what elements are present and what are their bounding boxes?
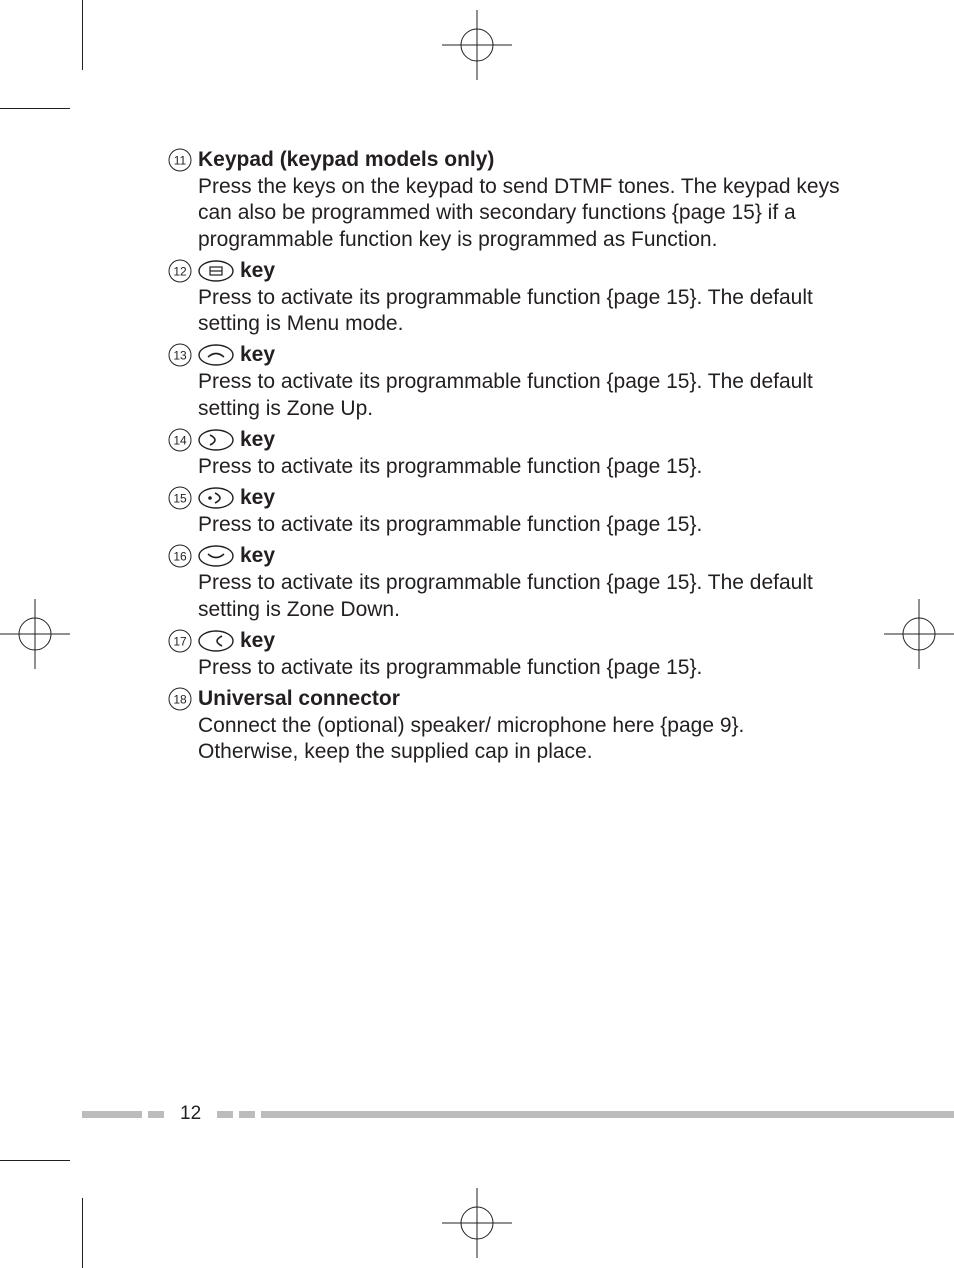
circled-number-icon: 13 <box>168 343 192 367</box>
item-title: key <box>240 486 275 510</box>
svg-text:17: 17 <box>173 634 187 648</box>
right-key-icon <box>198 429 234 451</box>
item-head: 18 Universal connector <box>168 687 848 711</box>
item-head: 17 key <box>168 629 848 653</box>
circled-number-icon: 17 <box>168 629 192 653</box>
content-area: 11 Keypad (keypad models only) Press the… <box>168 148 848 772</box>
list-item: 12 key Press to activate its programmabl… <box>168 259 848 338</box>
circled-number-icon: 14 <box>168 428 192 452</box>
svg-text:15: 15 <box>173 492 187 506</box>
list-item: 15 key Press to activate its programmabl… <box>168 486 848 538</box>
registration-mark-icon <box>442 10 512 80</box>
left-key-icon <box>198 630 234 652</box>
item-title: key <box>240 629 275 653</box>
list-item: 16 key Press to activate its programmabl… <box>168 544 848 623</box>
footer-bar <box>82 1111 142 1118</box>
registration-mark-icon <box>884 599 954 669</box>
item-body: Press to activate its programmable funct… <box>198 655 848 681</box>
item-title: key <box>240 544 275 568</box>
registration-mark-icon <box>0 599 70 669</box>
circled-number-icon: 12 <box>168 259 192 283</box>
svg-text:16: 16 <box>173 550 187 564</box>
item-title: key <box>240 428 275 452</box>
item-title: Keypad (keypad models only) <box>198 148 494 172</box>
footer-bar <box>148 1111 164 1118</box>
circled-number-icon: 16 <box>168 544 192 568</box>
svg-text:12: 12 <box>173 264 187 278</box>
svg-text:11: 11 <box>174 154 187 168</box>
list-item: 14 key Press to activate its programmabl… <box>168 428 848 480</box>
item-head: 11 Keypad (keypad models only) <box>168 148 848 172</box>
svg-text:14: 14 <box>173 433 187 447</box>
footer-bar <box>239 1111 255 1118</box>
item-body: Connect the (optional) speaker/ micropho… <box>198 713 848 766</box>
item-body: Press to activate its programmable funct… <box>198 369 848 422</box>
item-head: 12 key <box>168 259 848 283</box>
item-body: Press to activate its programmable funct… <box>198 454 848 480</box>
list-item: 17 key Press to activate its programmabl… <box>168 629 848 681</box>
crop-mark <box>82 0 83 70</box>
item-head: 16 key <box>168 544 848 568</box>
registration-mark-icon <box>442 1188 512 1258</box>
footer-bar <box>217 1111 233 1118</box>
right-dot-key-icon <box>198 487 234 509</box>
list-item: 18 Universal connector Connect the (opti… <box>168 687 848 766</box>
item-title: key <box>240 259 275 283</box>
down-key-icon <box>198 545 234 567</box>
list-item: 11 Keypad (keypad models only) Press the… <box>168 148 848 253</box>
item-title: key <box>240 343 275 367</box>
item-head: 14 key <box>168 428 848 452</box>
circled-number-icon: 18 <box>168 687 192 711</box>
svg-text:18: 18 <box>173 693 187 707</box>
svg-text:13: 13 <box>173 349 187 363</box>
list-item: 13 key Press to activate its programmabl… <box>168 343 848 422</box>
menu-key-icon <box>198 260 234 282</box>
crop-mark <box>0 108 70 109</box>
item-title: Universal connector <box>198 687 400 711</box>
item-head: 15 key <box>168 486 848 510</box>
circled-number-icon: 15 <box>168 486 192 510</box>
circled-number-icon: 11 <box>168 148 192 172</box>
page-number: 12 <box>180 1103 201 1125</box>
item-body: Press to activate its programmable funct… <box>198 285 848 338</box>
item-body: Press the keys on the keypad to send DTM… <box>198 174 848 253</box>
page-footer: 12 <box>0 1103 954 1125</box>
item-body: Press to activate its programmable funct… <box>198 512 848 538</box>
item-head: 13 key <box>168 343 848 367</box>
crop-mark <box>0 1160 70 1161</box>
footer-bar <box>261 1111 954 1118</box>
item-body: Press to activate its programmable funct… <box>198 570 848 623</box>
up-key-icon <box>198 344 234 366</box>
crop-mark <box>82 1198 83 1268</box>
